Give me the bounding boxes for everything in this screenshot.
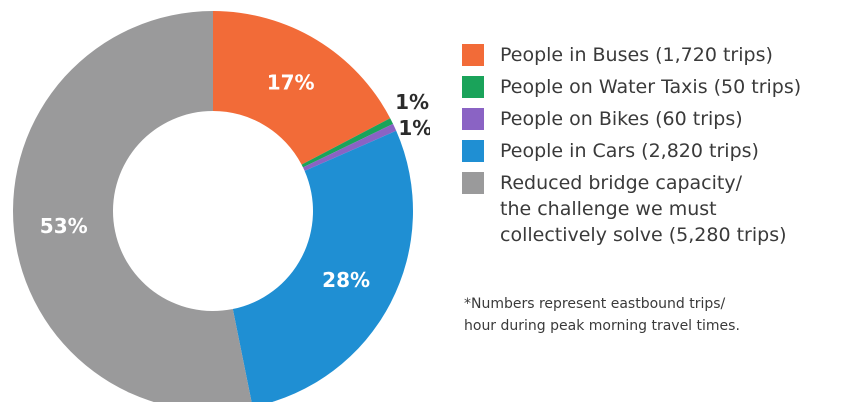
slice-water-taxis: [301, 118, 394, 168]
legend-item-bikes: People on Bikes (60 trips): [462, 106, 847, 132]
donut-chart: 17% 1% 1% 28% 53%: [13, 11, 430, 402]
slice-cars: [232, 130, 413, 402]
legend-swatch-cars: [462, 140, 484, 162]
legend-label-water-taxis: People on Water Taxis (50 trips): [500, 76, 802, 98]
slice-label-buses: 17%: [267, 71, 315, 95]
legend-swatch-buses: [462, 44, 484, 66]
slice-label-reduced-capacity: 53%: [40, 214, 88, 238]
legend-swatch-reduced-capacity: [462, 172, 484, 194]
slice-label-bikes: 1%: [398, 116, 430, 140]
legend-label-reduced-capacity: Reduced bridge capacity/ the challenge w…: [500, 172, 787, 246]
footnote: *Numbers represent eastbound trips/ hour…: [464, 296, 740, 334]
legend-label-buses: People in Buses (1,720 trips): [500, 44, 773, 66]
slice-bikes: [303, 123, 397, 171]
legend-item-buses: People in Buses (1,720 trips): [462, 42, 847, 68]
legend-label-bikes: People on Bikes (60 trips): [500, 108, 743, 130]
chart-legend: People in Buses (1,720 trips) People on …: [462, 42, 847, 254]
donut-chart-svg: 17% 1%1% 28% 53%: [13, 11, 430, 402]
legend-label-cars: People in Cars (2,820 trips): [500, 140, 759, 162]
legend-item-water-taxis: People on Water Taxis (50 trips): [462, 74, 847, 100]
legend-item-reduced-capacity: Reduced bridge capacity/ the challenge w…: [462, 170, 847, 248]
slice-buses: [213, 11, 391, 165]
slice-label-cars: 28%: [322, 268, 370, 292]
legend-swatch-water-taxis: [462, 76, 484, 98]
slice-label-water-taxis: 1%: [395, 90, 429, 114]
slice-reduced-capacity: [13, 11, 252, 402]
legend-item-cars: People in Cars (2,820 trips): [462, 138, 847, 164]
legend-swatch-bikes: [462, 108, 484, 130]
